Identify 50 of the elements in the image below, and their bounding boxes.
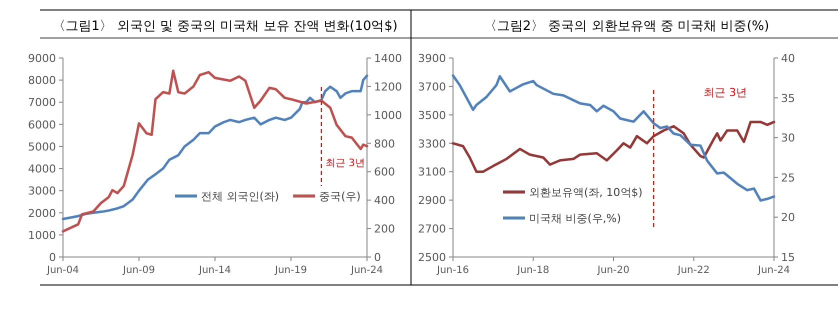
x-tick-label: Jun-04 <box>46 265 79 276</box>
x-tick-label: Jun-24 <box>757 265 790 276</box>
y-tick-label: 2500 <box>418 251 446 264</box>
y-tick-label: 2000 <box>28 206 56 220</box>
y-tick-label: 0 <box>49 251 56 264</box>
x-tick-label: Jun-14 <box>198 265 231 276</box>
y-tick-label: 9000 <box>28 52 56 65</box>
x-tick-label: Jun-20 <box>596 265 630 276</box>
y2-tick-label: 0 <box>374 251 381 264</box>
x-tick-label: Jun-19 <box>274 265 307 276</box>
y2-tick-label: 40 <box>781 52 795 65</box>
y2-tick-label: 200 <box>374 222 395 236</box>
y-tick-label: 3900 <box>418 52 446 65</box>
ref-line-label: 최근 3년 <box>704 86 748 99</box>
legend-label: 미국채 비중(우,%) <box>529 212 622 225</box>
y2-tick-label: 400 <box>374 194 395 208</box>
y2-tick-label: 30 <box>781 132 795 145</box>
y-tick-label: 3500 <box>418 108 446 122</box>
y2-tick-label: 15 <box>781 251 795 264</box>
legend-label: 전체 외국인(좌) <box>201 190 280 203</box>
y-tick-label: 8000 <box>28 74 56 88</box>
x-tick-label: Jun-18 <box>516 265 550 276</box>
y-tick-label: 1000 <box>28 228 56 242</box>
y2-tick-label: 20 <box>781 211 795 224</box>
y-tick-label: 7000 <box>28 96 56 110</box>
y-tick-label: 6000 <box>28 118 56 132</box>
legend-label: 중국(우) <box>319 190 361 203</box>
y2-tick-label: 1000 <box>374 108 402 122</box>
y2-tick-label: 1200 <box>374 80 402 94</box>
legend-label: 외환보유액(좌, 10억$) <box>529 186 643 199</box>
x-tick-label: Jun-16 <box>436 265 469 276</box>
y2-tick-label: 1400 <box>374 52 402 65</box>
y2-tick-label: 25 <box>781 171 795 184</box>
ref-line-label: 최근 3년 <box>325 158 365 169</box>
chart-title: 〈그림2〉 중국의 외환보유액 중 미국채 비중(%) <box>484 19 770 34</box>
y-tick-label: 4000 <box>28 162 56 176</box>
y-tick-label: 2900 <box>418 194 446 208</box>
y-tick-label: 3100 <box>418 166 446 179</box>
y2-tick-label: 600 <box>374 166 395 179</box>
y-tick-label: 3000 <box>28 184 56 198</box>
y-tick-label: 3700 <box>418 80 446 94</box>
x-tick-label: Jun-09 <box>122 265 155 276</box>
y-tick-label: 2700 <box>418 222 446 236</box>
x-tick-label: Jun-24 <box>350 265 383 276</box>
chart-title: 〈그림1〉 외국인 및 중국의 미국채 보유 잔액 변화(10억$) <box>52 19 398 34</box>
y-tick-label: 5000 <box>28 140 56 154</box>
y-tick-label: 3300 <box>418 137 446 150</box>
y2-tick-label: 800 <box>374 137 395 150</box>
x-tick-label: Jun-22 <box>676 265 710 276</box>
y2-tick-label: 35 <box>781 92 795 105</box>
